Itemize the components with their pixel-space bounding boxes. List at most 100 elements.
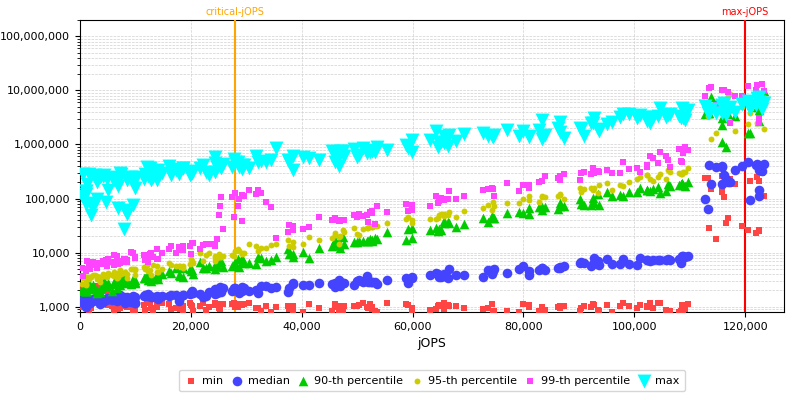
max: [83, 200, 96, 206]
median: [435, 274, 448, 280]
max: [641, 114, 654, 120]
min: [641, 303, 654, 310]
95-th percentile: [350, 231, 363, 237]
min: [442, 302, 454, 308]
median: [250, 287, 262, 293]
95-th percentile: [435, 211, 448, 218]
median: [729, 166, 742, 173]
90-th percentile: [143, 276, 156, 282]
max: [435, 139, 448, 145]
median: [115, 296, 128, 303]
median: [238, 285, 251, 291]
median: [338, 280, 350, 286]
min: [348, 303, 361, 310]
median: [282, 289, 294, 295]
min: [83, 308, 96, 315]
min: [235, 302, 248, 308]
95-th percentile: [238, 250, 251, 256]
median: [574, 260, 586, 266]
median: [173, 298, 186, 304]
max: [724, 104, 737, 110]
90-th percentile: [402, 226, 414, 232]
99-th percentile: [286, 227, 299, 234]
99-th percentile: [226, 194, 238, 200]
95-th percentile: [250, 243, 262, 250]
median: [586, 261, 599, 267]
99-th percentile: [199, 240, 212, 247]
95-th percentile: [209, 255, 222, 261]
90-th percentile: [578, 202, 591, 208]
90-th percentile: [152, 276, 165, 282]
median: [150, 294, 163, 300]
90-th percentile: [81, 285, 94, 292]
95-th percentile: [106, 272, 119, 278]
95-th percentile: [150, 263, 163, 269]
min: [333, 302, 346, 309]
median: [97, 298, 110, 305]
min: [129, 308, 142, 315]
90-th percentile: [199, 265, 212, 271]
95-th percentile: [118, 268, 131, 275]
95-th percentile: [402, 214, 414, 220]
min: [81, 295, 94, 301]
median: [286, 280, 299, 287]
min: [111, 306, 124, 312]
99-th percentile: [716, 108, 729, 114]
median: [94, 300, 107, 306]
90-th percentile: [265, 257, 278, 264]
99-th percentile: [231, 203, 244, 209]
median: [91, 297, 104, 303]
max: [199, 169, 212, 175]
95-th percentile: [753, 92, 766, 98]
99-th percentile: [664, 164, 677, 170]
99-th percentile: [233, 195, 246, 202]
99-th percentile: [114, 260, 126, 266]
max: [729, 109, 742, 115]
95-th percentile: [487, 202, 500, 209]
max: [112, 183, 125, 189]
99-th percentile: [337, 217, 350, 223]
90-th percentile: [554, 200, 566, 206]
median: [702, 206, 714, 212]
max: [121, 177, 134, 183]
99-th percentile: [83, 262, 96, 268]
max: [381, 147, 394, 154]
median: [438, 271, 450, 277]
min: [659, 307, 672, 313]
median: [333, 277, 346, 284]
90-th percentile: [165, 270, 178, 276]
95-th percentile: [751, 120, 764, 126]
median: [458, 272, 470, 278]
max: [539, 132, 552, 138]
min: [79, 292, 92, 298]
median: [242, 288, 255, 294]
90-th percentile: [254, 255, 267, 262]
max: [751, 95, 764, 102]
90-th percentile: [431, 228, 444, 234]
95-th percentile: [672, 170, 685, 176]
90-th percentile: [83, 280, 96, 286]
99-th percentile: [129, 255, 142, 262]
90-th percentile: [368, 235, 381, 241]
median: [554, 264, 566, 270]
median: [296, 282, 309, 288]
99-th percentile: [202, 241, 215, 247]
max: [702, 110, 715, 116]
95-th percentile: [77, 274, 90, 281]
min: [177, 303, 190, 310]
99-th percentile: [592, 169, 605, 176]
90-th percentile: [101, 283, 114, 290]
99-th percentile: [592, 168, 605, 175]
min: [199, 307, 212, 314]
95-th percentile: [282, 242, 295, 249]
max: [302, 155, 315, 161]
min: [80, 297, 93, 303]
median: [423, 272, 436, 278]
median: [110, 298, 123, 304]
90-th percentile: [644, 188, 657, 194]
95-th percentile: [177, 262, 190, 269]
99-th percentile: [100, 257, 113, 264]
max: [226, 164, 238, 170]
99-th percentile: [121, 257, 134, 263]
90-th percentile: [630, 189, 643, 195]
